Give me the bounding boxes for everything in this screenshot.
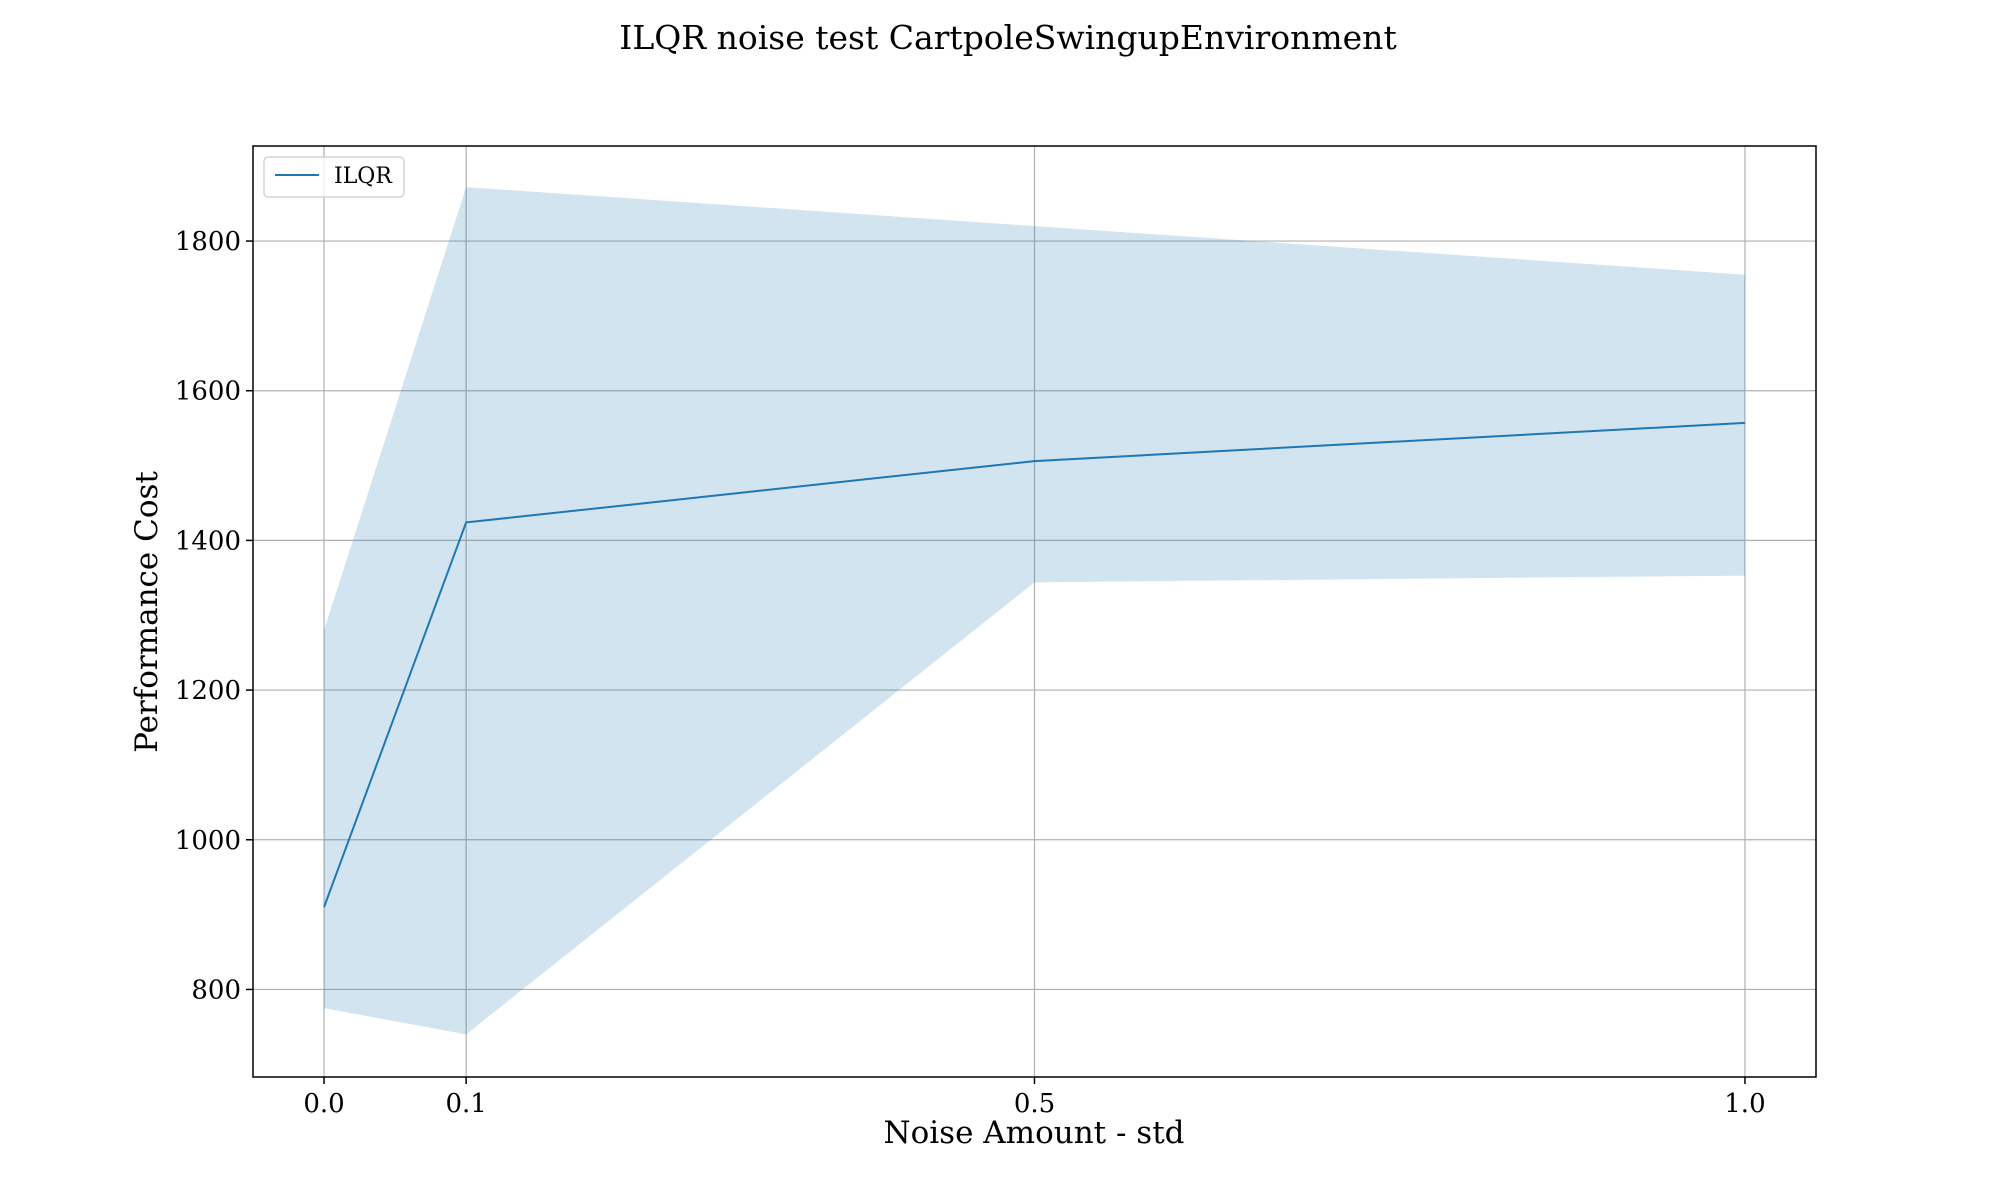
y-ticks: 800 1000 1200 1400 1600 1800 [175,227,253,1005]
x-axis-label: Noise Amount - std [883,1115,1184,1151]
y-tick-label: 1000 [175,826,241,856]
y-tick-label: 800 [191,975,241,1005]
y-tick-label: 1600 [175,377,241,407]
y-tick-label: 1200 [175,676,241,706]
x-gridlines [323,146,1746,1077]
series-line-ilqr [323,421,1746,908]
series-lines [323,421,1746,908]
x-tick-label: 0.5 [1014,1089,1055,1119]
legend-box [263,156,405,198]
y-gridlines [253,240,1816,991]
x-ticks: 0.0 0.1 0.5 1.0 [303,1077,1766,1119]
x-tick-label: 0.1 [445,1089,486,1119]
y-tick-label: 1400 [175,526,241,556]
x-tick-label: 0.0 [303,1089,344,1119]
legend-label-ilqr: ILQR [334,164,393,189]
y-axis-label: Performance Cost [129,471,165,753]
confidence-bands [324,187,1745,1035]
y-tick-label: 1800 [175,227,241,257]
confidence-band-ilqr [324,187,1745,1035]
legend: ILQR [263,156,405,198]
x-tick-label: 1.0 [1724,1089,1765,1119]
chart-title: ILQR noise test CartpoleSwingupEnvironme… [619,18,1396,57]
